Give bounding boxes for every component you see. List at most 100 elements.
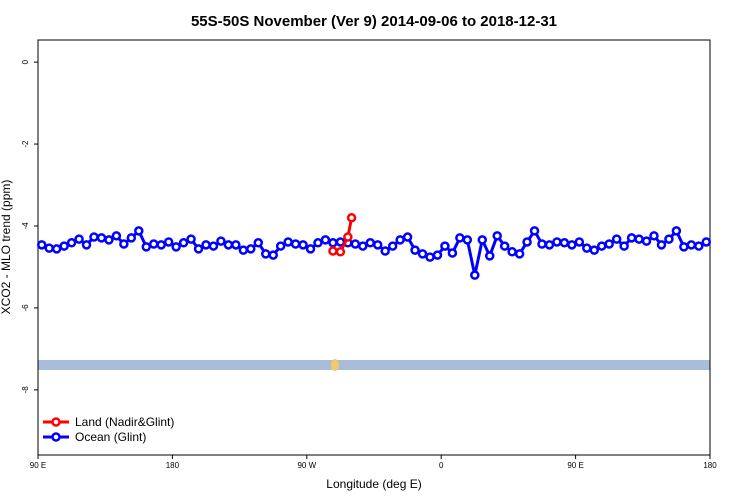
series-point: [574, 237, 585, 247]
series-point: [447, 248, 458, 258]
x-tick-label: 0: [439, 461, 444, 470]
series-point: [619, 241, 629, 251]
series-point: [335, 247, 346, 257]
series-point: [223, 240, 234, 250]
series-point: [283, 237, 293, 247]
series-point: [656, 240, 667, 250]
series-point: [104, 235, 114, 245]
series-point: [268, 250, 278, 260]
series-point: [440, 241, 450, 251]
series-point: [387, 241, 398, 251]
series-point: [522, 237, 532, 247]
y-tick-label: 0: [21, 59, 30, 64]
series-point: [163, 237, 174, 247]
series-point: [402, 232, 413, 242]
series-point: [51, 244, 62, 254]
series-point: [552, 237, 562, 247]
series-point: [484, 251, 495, 261]
series-point: [231, 240, 241, 250]
x-tick-label: 90 W: [297, 461, 316, 470]
series-line: [41, 228, 707, 276]
series-point: [604, 239, 614, 249]
series-point: [499, 241, 510, 251]
series-point: [596, 241, 607, 251]
series-point: [59, 241, 69, 251]
series-point: [126, 233, 137, 243]
series-point: [395, 235, 405, 245]
series-point: [253, 238, 264, 248]
series-point: [96, 233, 107, 243]
legend-label: Ocean (Glint): [75, 430, 146, 444]
legend-marker: [51, 432, 61, 442]
series-point: [305, 244, 316, 254]
chart-title: 55S-50S November (Ver 9) 2014-09-06 to 2…: [191, 13, 557, 30]
series-point: [611, 234, 622, 244]
series-point: [290, 239, 301, 249]
series-point: [507, 247, 517, 257]
y-tick-label: -4: [21, 222, 30, 230]
series-point: [346, 213, 357, 223]
x-tick-label: 180: [703, 461, 717, 470]
legend-label: Land (Nadir&Glint): [75, 415, 174, 429]
series-point: [462, 235, 473, 245]
x-tick-label: 90 E: [567, 461, 583, 470]
series-point: [74, 234, 84, 244]
series-point: [432, 250, 443, 260]
series-point: [544, 240, 555, 250]
series-point: [582, 243, 592, 253]
series-point: [66, 238, 77, 248]
series-point: [626, 233, 637, 243]
series-point: [514, 249, 525, 259]
series-point: [686, 240, 697, 250]
series-point: [201, 240, 211, 250]
y-tick-label: -6: [21, 304, 30, 312]
legend-marker: [51, 417, 61, 427]
series-point: [372, 240, 383, 250]
series-point: [134, 226, 144, 236]
series-point: [380, 246, 390, 256]
series-point: [649, 231, 659, 241]
x-tick-label: 90 E: [30, 461, 46, 470]
series-point: [148, 239, 159, 249]
series-point: [260, 249, 271, 259]
series-point: [664, 234, 674, 244]
coverage-band: [38, 360, 710, 370]
series-point: [171, 242, 181, 252]
series-point: [238, 245, 249, 255]
series-point: [410, 245, 420, 255]
series-point: [455, 233, 465, 243]
series-point: [186, 234, 196, 244]
y-axis-label: XCO2 - MLO trend (ppm): [0, 180, 13, 315]
series-point: [425, 252, 435, 262]
series-point: [529, 226, 540, 236]
series-point: [477, 235, 488, 245]
series-point: [141, 242, 152, 252]
series-point: [36, 240, 47, 250]
series-point: [679, 242, 689, 252]
series-point: [701, 237, 712, 247]
series-point: [216, 236, 226, 246]
series-point: [313, 238, 323, 248]
series-point: [417, 249, 428, 259]
series-point: [320, 235, 331, 245]
series-point: [671, 226, 682, 236]
series-point: [641, 236, 652, 246]
series-point: [559, 238, 570, 248]
coverage-spot: [331, 359, 339, 371]
series-point: [634, 234, 644, 244]
series-point: [193, 244, 204, 254]
series-point: [350, 239, 361, 249]
series-point: [111, 231, 122, 241]
series-point: [365, 238, 376, 248]
series-point: [275, 241, 286, 251]
y-tick-label: -8: [21, 386, 30, 394]
series-point: [358, 241, 368, 251]
series-point: [44, 243, 54, 253]
series-point: [694, 241, 704, 251]
series-point: [567, 240, 577, 250]
series-point: [537, 239, 547, 249]
series-point: [89, 232, 99, 242]
series-point: [156, 240, 166, 250]
series-point: [246, 244, 256, 254]
